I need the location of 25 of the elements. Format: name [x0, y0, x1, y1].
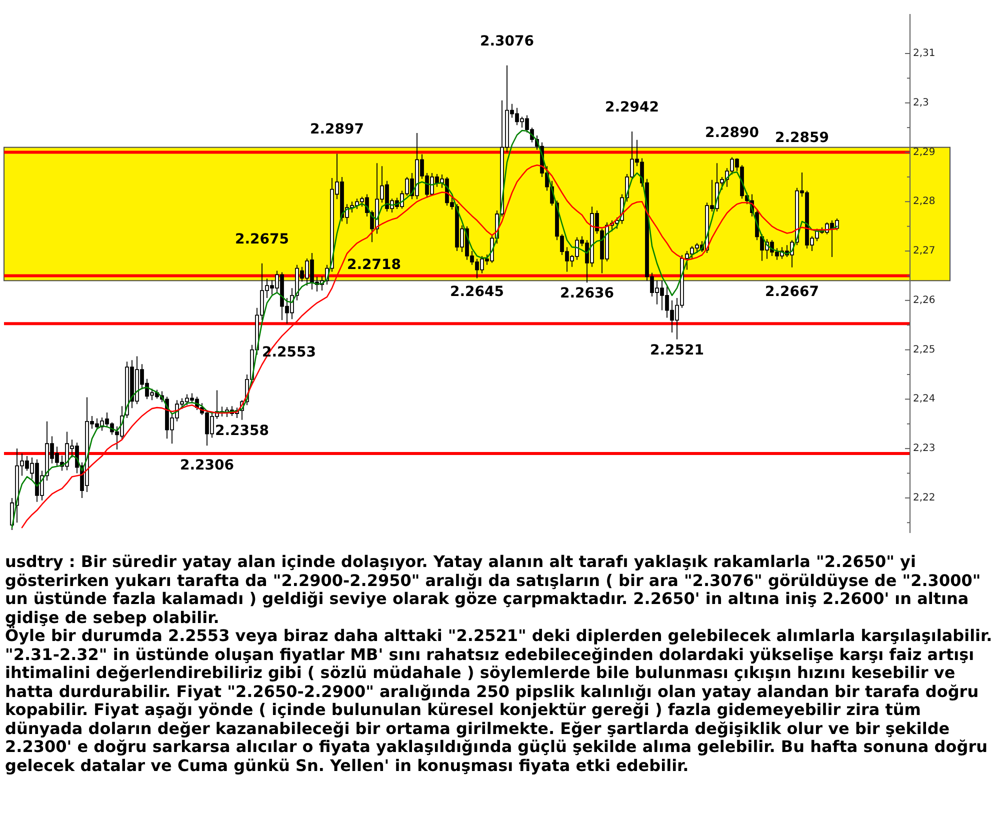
annotation: 2.2667 — [764, 284, 820, 300]
y-tick-label: 2,26 — [913, 294, 936, 306]
annotation: 2.2675 — [234, 231, 290, 248]
annotation: 2.2897 — [310, 122, 364, 138]
y-tick-label: 2,31 — [913, 48, 936, 60]
y-tick-label: 2,3 — [913, 97, 929, 108]
y-tick-label: 2,24 — [913, 394, 936, 405]
annotation: 2.2718 — [346, 257, 402, 274]
annotation: 2.2942 — [604, 100, 660, 116]
y-tick-label: 2,28 — [913, 196, 936, 208]
annotation: 2.2645 — [450, 284, 504, 300]
annotation: 2.3076 — [480, 33, 534, 50]
annotation: 2.2636 — [560, 286, 614, 302]
text: usdtry : Bir süredir yatay alan içinde dolaşıyor. Yatay alanın alt tarafı yaklaşık rakamlarla "2.2650" yi gösterirken yukarı tarafta da "2.2900-2.2950" aralığı da satışların ( bir ara "2.3076" görüldüyse de "2.3000" un üstünde fazla kalamadı ) geldiği seviye olarak göze çarpmaktadır. 2.2650' in altına iniş 2.2600' ın altına gidişe de sebep olabilir. — [5, 552, 982, 626]
y-tick-label: 2,29 — [913, 146, 936, 158]
y-tick-label: 2,25 — [913, 344, 936, 356]
annotation: 2.2890 — [704, 125, 760, 142]
y-tick-label: 2,22 — [913, 492, 936, 504]
text: Öyle bir durumda 2.2553 veya biraz daha alttaki "2.2521" deki diplerden gelebilecek alımlarla karşılaşılabilir. "2.31-2.32" in üstünde oluşan fiyatlar MB' sını rahatsız edebileceğinden dolardaki yükselişe karşı faiz artışı ihtimalini değerlendirebiliriz gibi ( sözlü müdahale ) söylemlerde bile bulunması çıkışın hızını kesebilir ve hatta durdurabilir. Fiyat "2.2650-2.2900" aralığında 250 pipslik kalınlığı olan yatay alandan bir tarafa doğru kopabilir. Fiyat aşağı yönde ( içinde bulunulan küresel konjektür gereği ) fazla gidemeyebilir zira tüm dünyada doların değer kazanabileceği bir ortama girilmekte. Eğer şartlarda değişiklik olur ve bir şekilde 2.2300' e doğru sarkarsa alıcılar o fiyata yaklaşıldığında güçlü şekilde alıma gelebilir. Bu hafta sonuna doğru gelecek datalar ve Cuma günkü Sn. Yellen' in konuşması fiyata etki edebilir. — [5, 626, 994, 775]
annotation: 2.2306 — [180, 458, 234, 474]
annotation: 2.2859 — [774, 130, 830, 146]
annotation: 2.2358 — [214, 422, 270, 439]
annotation: 2.2521 — [650, 342, 704, 358]
y-tick-label: 2,27 — [913, 246, 936, 257]
y-tick-label: 2,23 — [913, 443, 936, 454]
